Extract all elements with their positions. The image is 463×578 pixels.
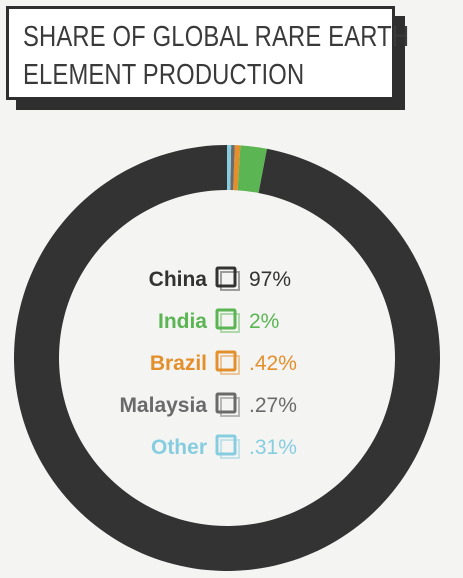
- legend-swatch-shadow-india: [220, 313, 240, 333]
- legend-label-brazil: Brazil: [150, 352, 207, 375]
- legend-label-india: India: [158, 310, 207, 333]
- legend-value-malaysia: .27%: [249, 394, 297, 417]
- slice-india: [237, 145, 267, 193]
- legend: China 97% India 2% Brazil .42% Malaysia .27% Oth…: [119, 266, 297, 459]
- legend-swatch-malaysia: [215, 392, 237, 414]
- legend-swatch-shadow-china: [220, 271, 240, 291]
- legend-swatch-shadow-malaysia: [220, 397, 240, 417]
- legend-swatch-shadow-brazil: [220, 355, 240, 375]
- legend-label-other: Other: [151, 436, 207, 459]
- legend-value-other: .31%: [249, 436, 297, 459]
- chart-title-line-2: ELEMENT PRODUCTION: [23, 59, 305, 91]
- legend-label-malaysia: Malaysia: [119, 394, 207, 417]
- donut-slices: [14, 145, 441, 571]
- legend-value-brazil: .42%: [249, 352, 297, 375]
- slice-china: [14, 145, 441, 571]
- legend-swatch-india: [215, 308, 237, 330]
- legend-swatch-other: [215, 434, 237, 456]
- legend-value-india: 2%: [249, 310, 279, 333]
- slice-other: [227, 145, 232, 191]
- slice-malaysia: [230, 145, 235, 191]
- legend-swatch-brazil: [215, 350, 237, 372]
- title-box: SHARE OF GLOBAL RARE EARTH ELEMENT PRODU…: [6, 6, 409, 100]
- legend-swatch-shadow-other: [220, 439, 240, 459]
- title-card: SHARE OF GLOBAL RARE EARTH ELEMENT PRODU…: [6, 6, 409, 110]
- legend-swatch-china: [215, 266, 237, 288]
- legend-value-china: 97%: [249, 268, 291, 291]
- legend-label-china: China: [149, 268, 208, 291]
- slice-brazil: [233, 145, 241, 191]
